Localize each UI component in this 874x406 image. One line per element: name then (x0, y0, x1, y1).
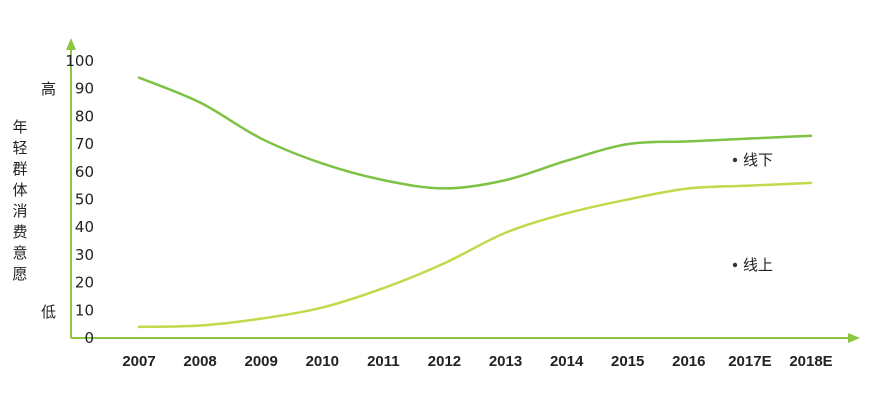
x-tick-label: 2008 (183, 353, 216, 370)
series-label-online: 线上 (743, 256, 773, 274)
x-tick-labels: 2007 2008 2009 2010 2011 2012 2013 2014 2015 2016… (122, 353, 832, 370)
x-tick-label: 2007 (122, 353, 155, 370)
x-tick-label: 2012 (428, 353, 461, 370)
y-axis-title-text: 年轻群体消费意愿 (12, 118, 27, 283)
x-tick-label: 2013 (489, 353, 522, 370)
y-tick-label: 100 (65, 52, 94, 70)
x-tick-label: 2010 (306, 353, 339, 370)
axes (66, 38, 860, 343)
series-label-bullet (732, 157, 738, 163)
y-tick-label: 10 (75, 301, 94, 319)
series-lines (137, 76, 813, 329)
x-tick-label: 2015 (611, 353, 644, 370)
x-tick-label: 2017E (728, 353, 771, 370)
annotation-high: 高 (41, 80, 56, 98)
x-tick-label: 2011 (367, 353, 400, 370)
y-tick-label: 60 (75, 163, 94, 181)
y-tick-label: 0 (84, 329, 94, 347)
y-tick-label: 20 (75, 274, 94, 292)
annotation-low: 低 (41, 303, 56, 321)
y-tick-label: 50 (75, 191, 94, 209)
series-label-bullet (732, 262, 738, 268)
y-axis-arrow (66, 38, 76, 50)
series-line-offline (137, 76, 813, 190)
x-tick-label: 2018E (789, 353, 832, 370)
y-axis-title: 年轻群体消费意愿 (12, 118, 27, 283)
y-tick-label: 80 (75, 107, 94, 125)
y-tick-label: 90 (75, 80, 94, 98)
x-tick-label: 2009 (244, 353, 277, 370)
x-axis-arrow (848, 333, 860, 343)
series-label-offline: 线下 (743, 151, 773, 169)
y-tick-labels: 0 10 20 30 40 50 60 70 80 90 100 (65, 52, 94, 347)
x-tick-label: 2016 (672, 353, 705, 370)
series-line-online (137, 181, 813, 329)
y-tick-label: 30 (75, 246, 94, 264)
y-tick-label: 40 (75, 218, 94, 236)
x-tick-label: 2014 (550, 353, 584, 370)
y-tick-label: 70 (75, 135, 94, 153)
